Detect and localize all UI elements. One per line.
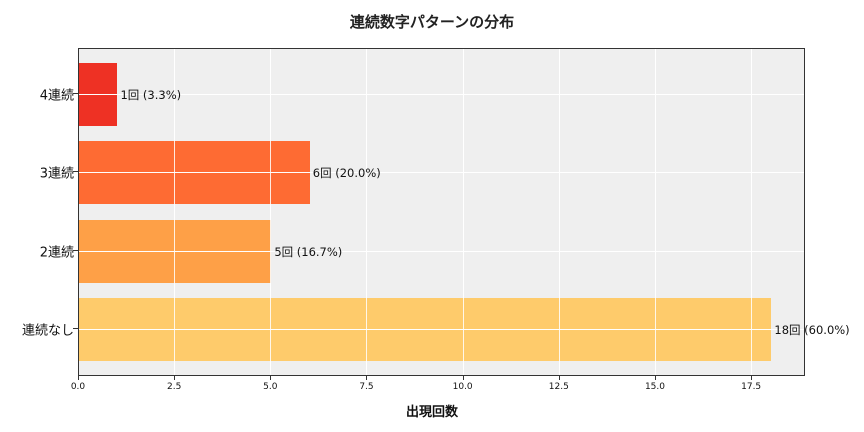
grid-line-vertical [174, 49, 176, 375]
x-tick-mark [78, 376, 79, 380]
grid-line-vertical [270, 49, 272, 375]
y-tick-mark [73, 93, 78, 94]
x-tick-label: 10.0 [452, 382, 473, 392]
x-tick-label: 7.5 [359, 382, 374, 392]
y-tick-mark [73, 250, 78, 251]
y-tick-label: 3連続 [39, 166, 74, 182]
grid-line-vertical [366, 49, 368, 375]
x-tick-label: 5.0 [263, 382, 278, 392]
x-tick-mark [270, 376, 272, 380]
bar-data-label: 6回 (20.0%) [312, 166, 381, 180]
x-tick-label: 2.5 [166, 382, 182, 392]
plot-area: 1回 (3.3%) 6回 (20.0%) 5回 (16.7%) 18回 (60.0%) [78, 48, 850, 376]
x-tick-mark [654, 376, 656, 380]
bar-data-label: 1回 (3.3%) [120, 88, 182, 102]
y-tick-mark [73, 328, 78, 329]
bar-data-label: 18回 (60.0%) [774, 323, 850, 337]
y-tick-label: 4連続 [39, 88, 74, 104]
bar-data-label: 5回 (16.7%) [274, 245, 343, 259]
x-tick-mark [366, 376, 368, 380]
grid-line-vertical [558, 49, 560, 375]
x-axis-label: 出現回数 [405, 405, 458, 420]
grid-line-horizontal [79, 172, 804, 173]
y-tick-label: 連続なし [21, 323, 74, 339]
y-tick-mark [73, 171, 78, 172]
x-tick-label: 15.0 [644, 382, 665, 392]
x-tick-mark [462, 376, 464, 380]
x-tick-label: 0.0 [70, 382, 86, 392]
x-tick-mark [174, 376, 176, 380]
grid-line-vertical [462, 49, 464, 375]
chart-title: 連続数字パターンの分布 [349, 13, 515, 31]
grid-line-horizontal [79, 251, 804, 252]
grid-line-vertical [751, 49, 753, 375]
y-tick-label: 2連続 [39, 245, 74, 261]
x-tick-label: 12.5 [548, 382, 569, 392]
grid-line-horizontal [79, 94, 804, 95]
x-tick-mark [558, 376, 560, 380]
x-tick-label: 17.5 [741, 382, 762, 392]
x-tick-mark [751, 376, 753, 380]
grid-line-vertical [654, 49, 656, 375]
grid-line-horizontal [79, 329, 804, 330]
